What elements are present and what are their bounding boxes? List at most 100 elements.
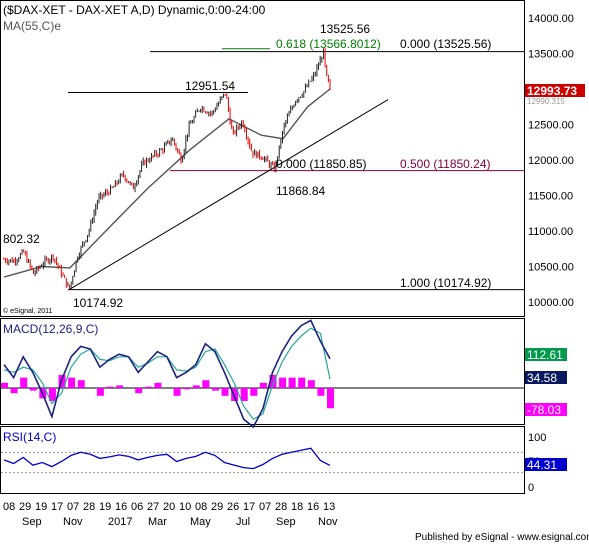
annotation-fib-1000: 1.000 (10174.92) xyxy=(400,276,491,290)
x-day-tick: 16 xyxy=(115,501,127,513)
hist-badge-bg xyxy=(525,403,567,416)
rsi-tick-100: 100 xyxy=(528,432,546,444)
x-day-tick: 17 xyxy=(243,501,255,513)
macd-hist-bar xyxy=(279,377,287,388)
macd-hist-bar xyxy=(183,388,191,390)
annotation-level-12951: 12951.54 xyxy=(185,79,235,93)
price-y-tick: 11000.00 xyxy=(528,226,573,238)
macd-hist-bar xyxy=(202,380,210,388)
macd-hist-bar xyxy=(269,375,277,388)
macd-label: MACD(12,26,9,C) xyxy=(3,322,98,336)
x-month-tick: Mar xyxy=(148,516,167,528)
x-day-tick: 20 xyxy=(163,501,175,513)
macd-hist-bar xyxy=(29,388,37,391)
macd-hist-bar xyxy=(317,388,325,396)
price-y-tick: 10000.00 xyxy=(528,297,574,309)
x-day-tick: 28 xyxy=(275,501,287,513)
x-day-tick: 10 xyxy=(179,501,191,513)
footer-published: Published by eSignal - www.esignal.com xyxy=(415,532,589,543)
macd-hist-bar xyxy=(154,382,162,388)
x-day-tick: 19 xyxy=(99,501,111,513)
price-y-axis: 14000.0013500.0013000.0012500.0012000.00… xyxy=(528,13,574,309)
x-day-tick: 16 xyxy=(307,501,319,513)
macd-line xyxy=(3,319,331,429)
x-day-tick: 29 xyxy=(19,501,31,513)
rsi-badge-text: 44.31 xyxy=(527,458,557,472)
rsi-panel-frame xyxy=(0,426,525,494)
signal-badge-bg xyxy=(525,371,567,384)
x-axis: 08 29 19 17 07 28 19 16 06 27 20 10 08 29 26 17 07 28 18 16… xyxy=(3,501,338,528)
x-day-tick: 06 xyxy=(131,501,143,513)
macd-badge-text: 112.61 xyxy=(527,348,563,362)
x-day-tick: 19 xyxy=(35,501,47,513)
x-day-tick: 17 xyxy=(51,501,63,513)
rsi-label: RSI(14,C) xyxy=(3,430,56,444)
macd-hist-bar xyxy=(135,388,143,394)
price-y-tick: 12000.00 xyxy=(528,155,574,167)
x-month-tick: Jul xyxy=(236,516,250,528)
annotation-low-11868: 11868.84 xyxy=(276,184,325,198)
macd-hist-bar xyxy=(48,388,56,401)
price-y-tick: 13500.00 xyxy=(528,49,574,61)
copyright: © eSignal, 2011 xyxy=(3,307,53,315)
macd-hist-bar xyxy=(259,382,267,388)
price-badge-bg xyxy=(525,84,585,97)
macd-hist-bar xyxy=(221,388,229,396)
annotation-low-10174: 10174.92 xyxy=(73,296,123,310)
rsi-badge: 44.31 xyxy=(525,458,567,472)
ma55-line xyxy=(3,88,331,278)
macd-hist-bar xyxy=(68,377,76,388)
macd-hist-bar xyxy=(211,388,219,391)
x-day-tick: 27 xyxy=(147,501,159,513)
macd-hist-bar xyxy=(307,380,315,388)
annotation-high: 13525.56 xyxy=(320,22,370,36)
macd-series xyxy=(1,319,524,429)
macd-panel-frame xyxy=(0,318,525,425)
x-day-tick: 26 xyxy=(227,501,239,513)
trendline xyxy=(68,99,389,291)
x-day-tick: 18 xyxy=(291,501,303,513)
x-month-tick: Nov xyxy=(63,516,83,528)
x-day-tick: 29 xyxy=(211,501,223,513)
macd-hist-bar xyxy=(288,377,296,388)
trendline-line xyxy=(68,99,389,291)
macd-hist-bar xyxy=(58,375,66,388)
price-badge-text: 12993.73 xyxy=(527,84,577,98)
x-month-tick: May xyxy=(190,516,211,528)
hist-badge-text: -78.03 xyxy=(527,403,561,417)
macd-hist-bar xyxy=(10,388,18,394)
macd-hist-bar xyxy=(77,380,85,388)
macd-hist-bar xyxy=(327,388,334,409)
price-badge: 12993.73 12990.315 xyxy=(525,84,585,106)
signal-badge-text: 34.58 xyxy=(527,371,557,385)
macd-hist-bar xyxy=(192,385,200,388)
macd-badge-bg xyxy=(525,348,567,361)
annotation-fib-0500: 0.500 (11850.24) xyxy=(400,157,491,171)
macd-hist-bar xyxy=(20,377,28,388)
ma-line xyxy=(3,88,331,278)
macd-hist-bar xyxy=(106,386,114,388)
price-y-tick: 12500.00 xyxy=(528,120,574,132)
price-candles xyxy=(3,48,331,290)
price-panel-frame xyxy=(0,0,525,317)
price-y-tick: 10500.00 xyxy=(528,262,574,274)
rsi-line xyxy=(3,447,331,470)
macd-hist-bar xyxy=(173,388,181,396)
annotation-fib-0000-right: 0.000 (13525.56) xyxy=(400,37,491,51)
rsi-series xyxy=(1,447,524,474)
annotation-fib-0000-mid: 0.000 (11850.85) xyxy=(276,157,367,171)
x-day-tick: 08 xyxy=(195,501,207,513)
annotation-fib-0618: 0.618 (13566.8012) xyxy=(276,37,381,51)
annotation-left-802: 802.32 xyxy=(3,232,40,246)
macd-hist-bar xyxy=(1,382,8,388)
x-day-tick: 28 xyxy=(83,501,95,513)
x-day-tick: 07 xyxy=(259,501,271,513)
price-badge-under-bg xyxy=(525,97,585,105)
chart-title: ($DAX-XET - DAX-XET A,D) Dynamic,0:00-24… xyxy=(3,3,266,17)
macd-hist-bar xyxy=(231,388,239,401)
macd-hist-bar xyxy=(298,377,306,388)
x-day-tick: 07 xyxy=(67,501,79,513)
price-y-tick: 14000.00 xyxy=(528,13,574,25)
